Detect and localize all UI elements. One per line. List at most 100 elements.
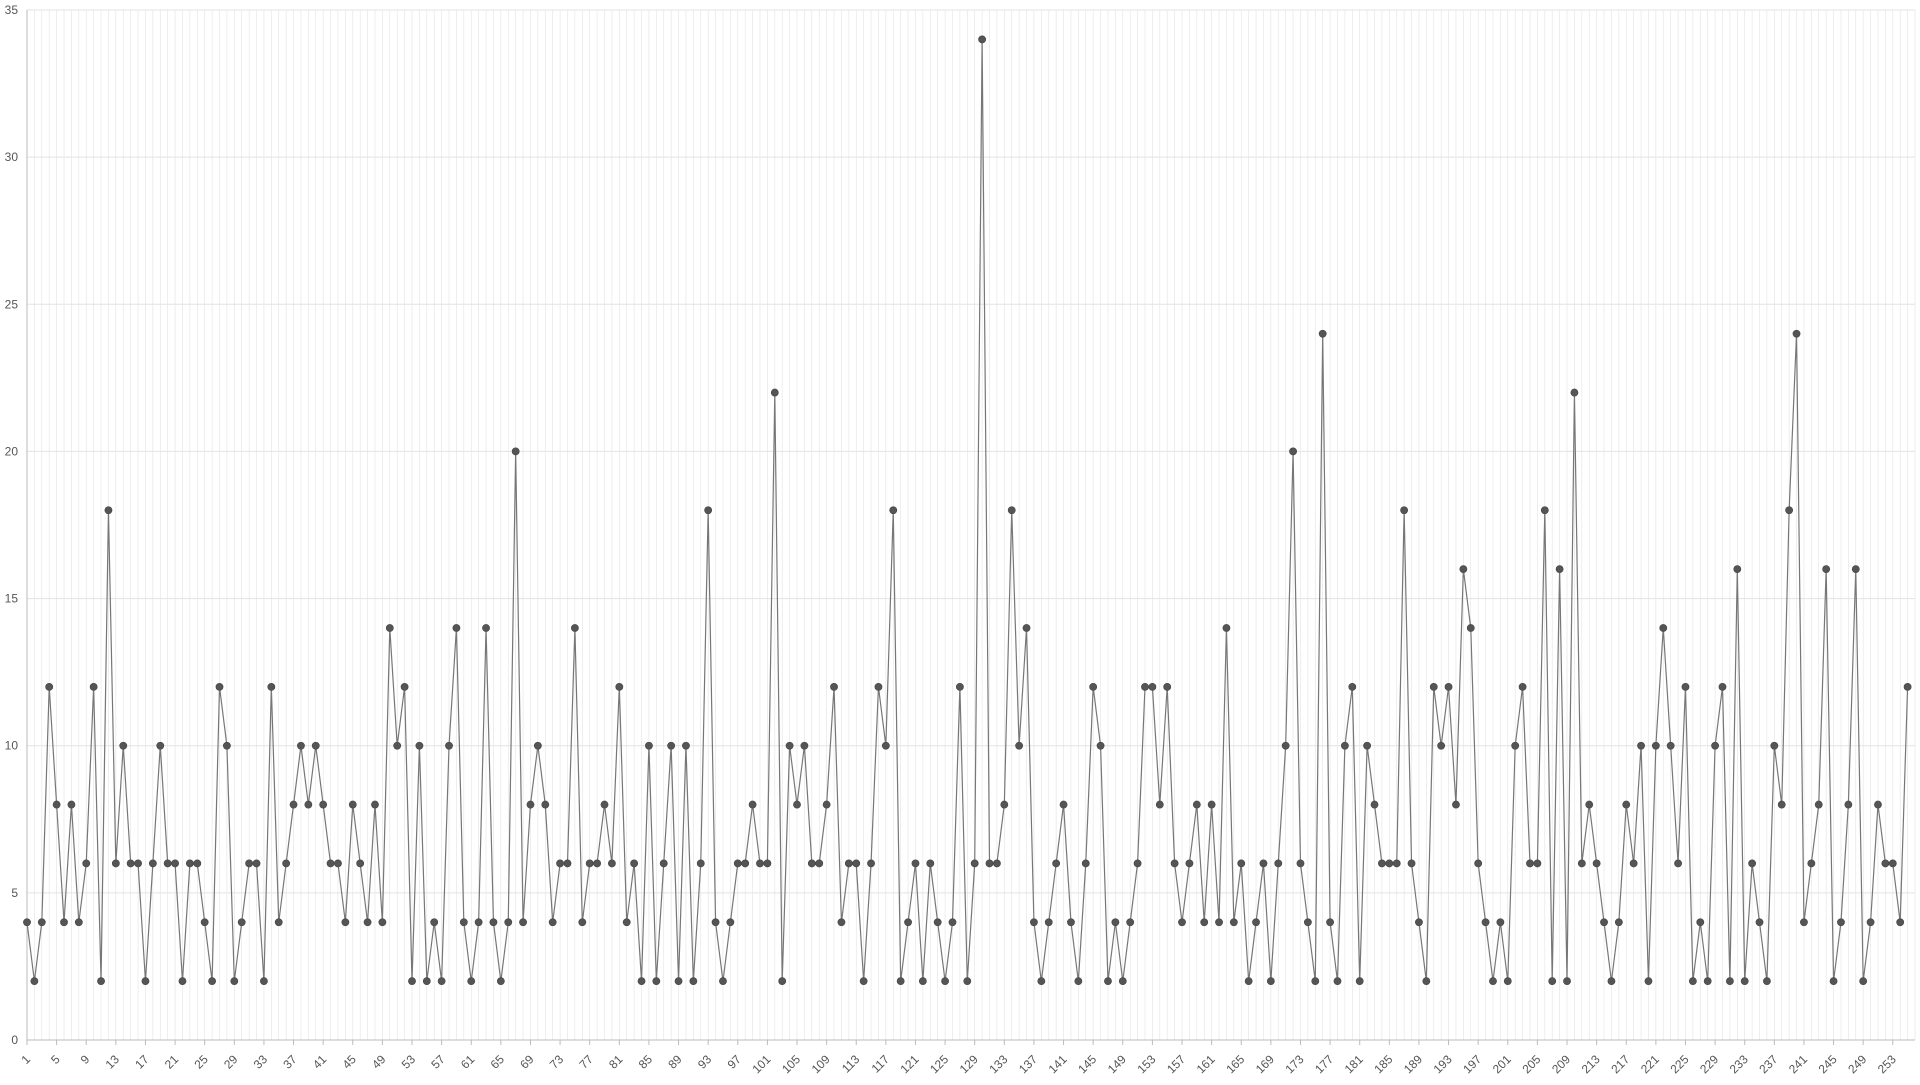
- data-point[interactable]: [474, 918, 483, 927]
- data-point[interactable]: [1081, 859, 1090, 868]
- data-point[interactable]: [1311, 977, 1320, 986]
- data-point[interactable]: [1052, 859, 1061, 868]
- data-point[interactable]: [674, 977, 683, 986]
- data-point[interactable]: [1200, 918, 1209, 927]
- data-point[interactable]: [1415, 918, 1423, 927]
- data-point[interactable]: [859, 977, 868, 986]
- data-point[interactable]: [1837, 918, 1845, 927]
- data-point[interactable]: [1222, 624, 1231, 632]
- data-point[interactable]: [148, 859, 157, 868]
- data-point[interactable]: [1318, 329, 1327, 338]
- data-point[interactable]: [1740, 977, 1749, 986]
- data-point[interactable]: [993, 859, 1001, 868]
- data-point[interactable]: [1133, 859, 1142, 868]
- data-point[interactable]: [385, 624, 394, 632]
- data-point[interactable]: [1733, 565, 1742, 574]
- data-point[interactable]: [1407, 859, 1416, 868]
- data-point[interactable]: [260, 977, 268, 986]
- data-point[interactable]: [667, 741, 676, 750]
- data-point[interactable]: [496, 977, 505, 986]
- data-point[interactable]: [1614, 918, 1623, 927]
- data-point[interactable]: [193, 859, 202, 868]
- data-point[interactable]: [30, 977, 39, 986]
- data-point[interactable]: [1859, 977, 1868, 986]
- data-point[interactable]: [1881, 859, 1890, 868]
- data-point[interactable]: [1030, 918, 1038, 927]
- data-point[interactable]: [1629, 859, 1638, 868]
- data-point[interactable]: [837, 918, 846, 927]
- data-point[interactable]: [1244, 977, 1253, 986]
- data-point[interactable]: [1807, 859, 1816, 868]
- data-point[interactable]: [467, 977, 476, 986]
- data-point[interactable]: [393, 741, 402, 750]
- data-point[interactable]: [1755, 918, 1764, 927]
- data-point[interactable]: [918, 977, 927, 986]
- data-point[interactable]: [1444, 682, 1453, 691]
- data-point[interactable]: [1340, 741, 1349, 750]
- data-point[interactable]: [371, 800, 379, 809]
- data-point[interactable]: [1748, 859, 1757, 868]
- data-point[interactable]: [815, 859, 824, 868]
- data-point[interactable]: [311, 741, 320, 750]
- data-point[interactable]: [1548, 977, 1557, 986]
- data-point[interactable]: [1622, 800, 1631, 809]
- data-point[interactable]: [141, 977, 150, 986]
- data-point[interactable]: [1141, 682, 1149, 691]
- data-point[interactable]: [519, 918, 527, 927]
- data-point[interactable]: [1703, 977, 1712, 986]
- data-point[interactable]: [1259, 859, 1268, 868]
- data-point[interactable]: [1785, 506, 1794, 515]
- data-point[interactable]: [1540, 506, 1549, 515]
- data-point[interactable]: [1289, 447, 1297, 456]
- data-point[interactable]: [1378, 859, 1386, 868]
- data-point[interactable]: [1844, 800, 1853, 809]
- data-point[interactable]: [800, 741, 809, 750]
- data-point[interactable]: [1155, 800, 1164, 809]
- data-point[interactable]: [74, 918, 83, 927]
- data-point[interactable]: [1600, 918, 1608, 927]
- data-point[interactable]: [593, 859, 602, 868]
- data-point[interactable]: [37, 918, 46, 927]
- data-point[interactable]: [1896, 918, 1905, 927]
- data-point[interactable]: [948, 918, 957, 927]
- data-point[interactable]: [422, 977, 431, 986]
- data-point[interactable]: [156, 741, 165, 750]
- data-point[interactable]: [334, 859, 342, 868]
- data-point[interactable]: [563, 859, 572, 868]
- data-point[interactable]: [1651, 741, 1660, 750]
- data-point[interactable]: [704, 506, 713, 515]
- data-point[interactable]: [341, 918, 350, 927]
- data-point[interactable]: [1074, 977, 1083, 986]
- data-point[interactable]: [363, 918, 372, 927]
- data-point[interactable]: [1185, 859, 1194, 868]
- data-point[interactable]: [1326, 918, 1334, 927]
- data-point[interactable]: [911, 859, 920, 868]
- data-point[interactable]: [1118, 977, 1127, 986]
- data-point[interactable]: [1355, 977, 1364, 986]
- data-point[interactable]: [719, 977, 727, 986]
- data-point[interactable]: [637, 977, 646, 986]
- data-point[interactable]: [1570, 388, 1579, 397]
- data-point[interactable]: [1466, 624, 1475, 632]
- data-point[interactable]: [785, 741, 794, 750]
- data-point[interactable]: [297, 741, 305, 750]
- data-point[interactable]: [178, 977, 187, 986]
- data-point[interactable]: [615, 682, 624, 691]
- data-point[interactable]: [733, 859, 742, 868]
- data-point[interactable]: [356, 859, 365, 868]
- data-point[interactable]: [459, 918, 468, 927]
- data-point[interactable]: [1237, 859, 1246, 868]
- data-point[interactable]: [23, 918, 31, 927]
- data-point[interactable]: [1866, 918, 1875, 927]
- data-point[interactable]: [60, 918, 68, 927]
- data-point[interactable]: [482, 624, 490, 632]
- data-point[interactable]: [237, 918, 246, 927]
- data-point[interactable]: [1851, 565, 1860, 574]
- data-point[interactable]: [822, 800, 831, 809]
- data-point[interactable]: [1511, 741, 1520, 750]
- data-point[interactable]: [1726, 977, 1734, 986]
- data-point[interactable]: [1281, 741, 1290, 750]
- data-point[interactable]: [933, 918, 942, 927]
- data-point[interactable]: [556, 859, 564, 868]
- data-point[interactable]: [245, 859, 254, 868]
